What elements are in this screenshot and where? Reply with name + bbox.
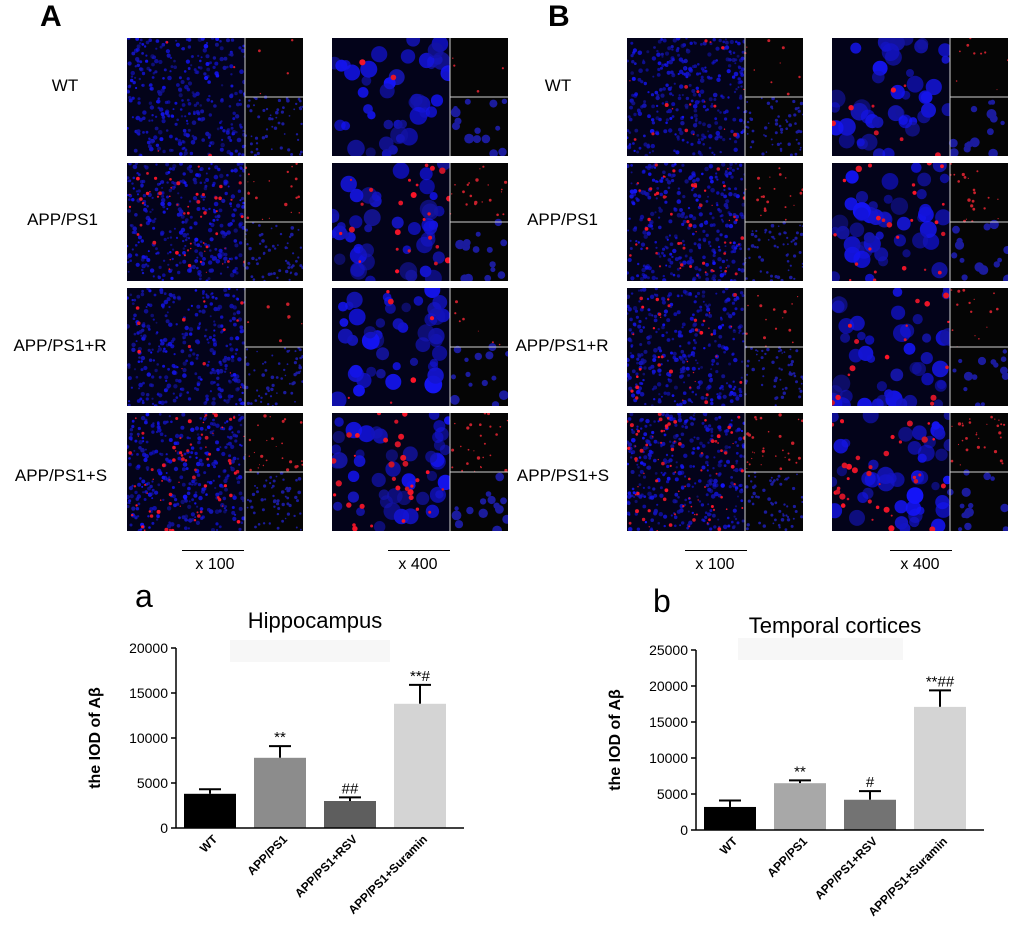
significance-annotation: ## [342,780,359,797]
y-tick-label: 5000 [657,786,688,802]
micrograph-A-app-ps1-x100 [127,163,303,281]
micrograph-B-app-ps1-s-x100 [627,413,803,531]
panel-letter-B: B [548,0,570,33]
x-tick-label: APP/PS1+Suramin [345,832,430,917]
y-tick-label: 10000 [649,750,688,766]
scale-line-B-x100 [685,550,747,551]
panel-A-row-label-app-ps1-s: APP/PS1+S [14,466,108,485]
panel-A-row-label-wt: WT [51,76,79,95]
micrograph-A-wt-x100 [127,38,303,156]
panel-letter-A: A [40,0,62,33]
y-tick-label: 10000 [129,730,168,746]
bar [774,783,826,830]
micrograph-B-wt-x400 [832,38,1008,156]
micrograph-B-app-ps1-x100 [627,163,803,281]
legend-placeholder-box [230,640,390,662]
chart-title-hippocampus: Hippocampus [247,608,383,633]
y-tick-label: 20000 [129,640,168,656]
y-tick-label: 15000 [649,714,688,730]
bar [324,801,376,828]
panel-A-row-label-app-ps1-r: APP/PS1+R [13,336,107,355]
scale-line-A-x400 [388,550,450,551]
micrograph-A-app-ps1-s-x100 [127,413,303,531]
y-tick-label: 5000 [137,775,168,791]
panel-B-row-label-app-ps1-r: APP/PS1+R [515,336,609,355]
bar [844,799,896,830]
bar [254,757,306,828]
y-axis-label: the IOD of Aβ [87,687,104,789]
x-tick-label: WT [197,832,221,856]
micrograph-B-app-ps1-x400 [832,163,1008,281]
magnification-label-B-x100: x 100 [695,556,735,573]
chart-letter-a: a [135,578,153,614]
panel-A-row-label-app-ps1: APP/PS1 [27,210,98,229]
bar [704,806,756,830]
magnification-label-A-x400: x 400 [398,556,438,573]
x-tick-label: WT [717,834,741,858]
significance-annotation: **# [410,668,431,685]
micrograph-B-app-ps1-s-x400 [832,413,1008,531]
significance-annotation: ** [274,729,286,746]
micrograph-A-app-ps1-r-x400 [332,288,508,406]
chart-letter-b: b [653,583,671,619]
micrograph-B-wt-x100 [627,38,803,156]
panel-B-row-label-app-ps1-s: APP/PS1+S [516,466,610,485]
y-tick-label: 25000 [649,642,688,658]
bar [914,706,966,830]
x-tick-label: APP/PS1+RSV [292,832,360,900]
bar [184,793,236,828]
chart-title-temporal-cortices: Temporal cortices [748,613,922,638]
significance-annotation: # [866,774,875,791]
legend-placeholder-box [738,638,903,660]
y-tick-label: 0 [160,820,168,836]
bar [394,703,446,828]
bar-chart-hippocampus: 0 5000 10000 15000 20000 the IOD of Aβ WT ** APP… [87,640,464,917]
x-tick-label: APP/PS1 [764,834,810,880]
x-tick-label: APP/PS1+Suramin [865,834,950,919]
micrograph-A-wt-x400 [332,38,508,156]
micrograph-A-app-ps1-r-x100 [127,288,303,406]
micrograph-A-app-ps1-s-x400 [332,413,508,531]
scale-line-B-x400 [890,550,952,551]
significance-annotation: **## [926,673,955,690]
y-tick-label: 15000 [129,685,168,701]
y-axis-label: the IOD of Aβ [607,689,624,791]
panel-B-row-label-app-ps1: APP/PS1 [527,210,598,229]
micrograph-B-app-ps1-r-x100 [627,288,803,406]
y-tick-label: 0 [680,822,688,838]
magnification-label-A-x100: x 100 [195,556,235,573]
x-tick-label: APP/PS1 [244,832,290,878]
magnification-label-B-x400: x 400 [900,556,940,573]
x-tick-label: APP/PS1+RSV [812,834,880,902]
micrograph-B-app-ps1-r-x400 [832,288,1008,406]
micrograph-A-app-ps1-x400 [332,163,508,281]
panel-B-row-label-wt: WT [544,76,572,95]
significance-annotation: ** [794,763,806,780]
bar-chart-temporal-cortices: 0 5000 10000 15000 20000 25000 the IOD of Aβ WT… [607,638,984,919]
y-tick-label: 20000 [649,678,688,694]
scale-line-A-x100 [182,550,244,551]
